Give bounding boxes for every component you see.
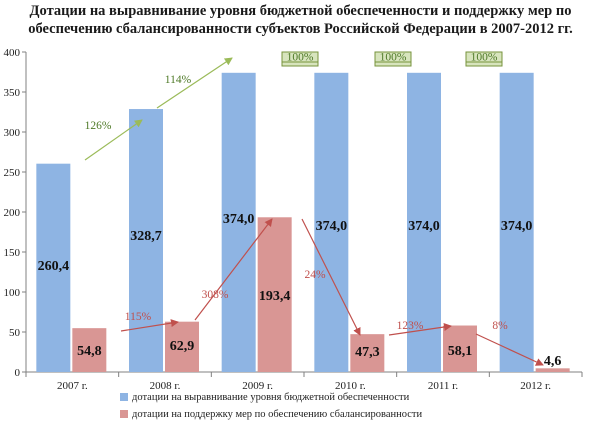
growth-arrow-series-1 bbox=[156, 57, 233, 109]
growth-arrow-series-2 bbox=[301, 218, 361, 336]
bar-series-1 bbox=[407, 72, 441, 373]
growth-arrow-series-2 bbox=[120, 319, 179, 332]
data-label-series-2: 58,1 bbox=[448, 344, 473, 359]
data-label-series-2: 4,6 bbox=[544, 354, 562, 369]
data-label-series-1: 374,0 bbox=[408, 219, 440, 234]
bar-series-2 bbox=[72, 328, 107, 372]
legend-label-series-1: дотации на выравнивание уровня бюджетной… bbox=[132, 392, 410, 403]
y-tick-label: 400 bbox=[4, 47, 21, 59]
growth-arrow-series-2 bbox=[388, 323, 452, 336]
data-label-series-1: 374,0 bbox=[223, 212, 255, 227]
data-label-series-2: 54,8 bbox=[77, 344, 102, 359]
x-tick-label: 2011 г. bbox=[428, 380, 459, 392]
y-tick-label: 300 bbox=[4, 127, 21, 139]
growth-arrow-series-2 bbox=[194, 218, 273, 321]
legend-swatch-series-1 bbox=[120, 393, 128, 401]
growth-label-series-2: 123% bbox=[397, 320, 424, 332]
data-label-series-1: 374,0 bbox=[316, 219, 348, 234]
growth-label-series-1: 126% bbox=[85, 120, 112, 132]
legend-swatch-series-2 bbox=[120, 410, 128, 418]
x-tick-label: 2008 г. bbox=[150, 380, 181, 392]
flat-badge-label: 100% bbox=[471, 52, 498, 64]
x-tick-label: 2012 г. bbox=[520, 380, 551, 392]
y-tick-label: 350 bbox=[4, 87, 21, 99]
bar-series-2 bbox=[535, 368, 570, 372]
y-tick-label: 250 bbox=[4, 167, 21, 179]
data-label-series-2: 62,9 bbox=[170, 339, 195, 354]
y-tick-label: 100 bbox=[4, 287, 21, 299]
data-label-series-1: 260,4 bbox=[38, 259, 70, 274]
growth-label-series-2: 308% bbox=[202, 289, 229, 301]
bar-series-2 bbox=[257, 217, 292, 372]
growth-arrow-series-2 bbox=[475, 333, 544, 366]
y-tick-label: 200 bbox=[4, 207, 21, 219]
chart-title-line-2: обеспечению сбалансированности субъектов… bbox=[28, 21, 573, 37]
data-label-series-2: 47,3 bbox=[355, 345, 380, 360]
growth-label-series-1: 114% bbox=[165, 74, 192, 86]
bar-series-1 bbox=[129, 109, 163, 372]
growth-label-series-2: 24% bbox=[304, 269, 326, 281]
chart-title: Дотации на выравнивание уровня бюджетной… bbox=[0, 2, 601, 38]
flat-badge-label: 100% bbox=[380, 52, 407, 64]
bar-series-1 bbox=[499, 72, 534, 373]
data-label-series-2: 193,4 bbox=[259, 289, 291, 304]
bar-series-1 bbox=[221, 72, 256, 373]
bar-series-2 bbox=[165, 321, 199, 372]
x-tick-label: 2010 г. bbox=[335, 380, 366, 392]
bar-series-2 bbox=[443, 325, 477, 372]
y-tick-label: 150 bbox=[4, 247, 21, 259]
growth-label-series-2: 8% bbox=[492, 320, 508, 332]
bar-series-1 bbox=[314, 72, 349, 373]
growth-arrow-series-1 bbox=[84, 119, 143, 161]
y-tick-label: 0 bbox=[15, 367, 21, 379]
legend-label-series-2: дотации на поддержку мер по обеспечению … bbox=[132, 409, 422, 420]
x-tick-label: 2007 г. bbox=[57, 380, 88, 392]
y-tick-label: 50 bbox=[9, 327, 21, 339]
x-tick-label: 2009 г. bbox=[242, 380, 273, 392]
data-label-series-1: 328,7 bbox=[130, 229, 162, 244]
bar-series-2 bbox=[350, 334, 385, 372]
bar-series-1 bbox=[36, 163, 71, 372]
growth-label-series-2: 115% bbox=[125, 311, 152, 323]
flat-badge-label: 100% bbox=[287, 52, 314, 64]
data-label-series-1: 374,0 bbox=[501, 219, 533, 234]
chart-title-line-1: Дотации на выравнивание уровня бюджетной… bbox=[29, 3, 572, 19]
